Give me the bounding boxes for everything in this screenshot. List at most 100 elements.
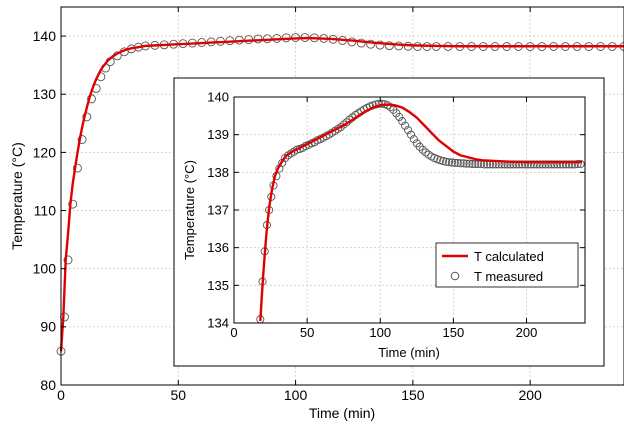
inset-measured-point — [398, 117, 407, 126]
inset-measured-point — [386, 103, 395, 112]
main-measured-point — [82, 112, 92, 122]
inset-measured-point — [535, 160, 544, 169]
inset-axis-ticks: 0 50 100 150 200 134 135 136 137 138 139 140 — [207, 90, 585, 340]
inset-measured-point — [418, 145, 427, 154]
inset-measured-point — [462, 159, 471, 168]
inset-measured-point — [468, 159, 477, 169]
inset-measured-point — [556, 160, 565, 169]
inset-x-tick-label: 0 — [230, 325, 237, 340]
main-series — [56, 33, 624, 356]
main-y-tick-label: 120 — [33, 144, 57, 160]
inset-x-axis-label: Time (min) — [378, 345, 440, 360]
inset-y-tick-label: 140 — [207, 90, 229, 105]
inset-y-tick-label: 139 — [207, 127, 229, 142]
inset-measured-point — [447, 158, 456, 167]
inset-measured-point — [564, 160, 573, 169]
inset-panel — [173, 77, 605, 367]
inset-measured-point — [281, 153, 290, 163]
main-x-tick-label: 150 — [401, 387, 425, 403]
main-calculated-line — [59, 36, 624, 352]
inset-measured-point — [550, 160, 559, 169]
inset-measured-point — [465, 159, 474, 168]
legend-label-calculated: T calculated — [474, 249, 544, 264]
inset-measured-point — [421, 148, 430, 157]
inset-measured-point — [403, 126, 413, 135]
inset-measured-point — [459, 159, 468, 168]
inset-measured-point — [471, 159, 480, 169]
inset-x-tick-label: 100 — [369, 325, 391, 340]
legend: T calculated T measured — [435, 242, 579, 288]
inset-measured-point — [573, 159, 582, 169]
inset-y-tick-label: 137 — [207, 203, 229, 218]
inset-measured-point — [450, 158, 459, 167]
legend-marker-swatch — [450, 271, 460, 281]
inset-x-tick-label: 150 — [443, 325, 465, 340]
main-axis-ticks: 0 50 100 150 200 80 90 100 110 120 130 140 — [33, 7, 542, 403]
main-y-tick-label: 130 — [33, 86, 57, 102]
inset-x-tick-label: 50 — [300, 325, 314, 340]
inset-measured-point — [523, 160, 533, 169]
inset-measured-point — [576, 159, 585, 169]
main-x-tick-label: 0 — [57, 387, 65, 403]
main-measured-point — [68, 199, 78, 209]
inset-y-tick-label: 138 — [207, 165, 229, 180]
inset-measured-point — [444, 158, 454, 167]
main-y-axis-label: Temperature (°C) — [9, 142, 25, 250]
main-y-tick-label: 80 — [40, 377, 56, 393]
inset-measured-point — [436, 156, 445, 165]
main-y-tick-label: 100 — [33, 261, 57, 277]
inset-measured-point — [415, 142, 424, 151]
main-measured-point — [63, 255, 73, 265]
inset-y-tick-label: 136 — [207, 240, 229, 255]
inset-measured-point — [518, 160, 527, 169]
inset-measured-point — [292, 145, 301, 154]
inset-measured-point — [456, 159, 465, 168]
inset-measured-point — [409, 135, 418, 144]
inset-series — [256, 99, 585, 324]
inset-measured-point — [544, 160, 553, 169]
inset-measured-point — [547, 160, 556, 169]
inset-measured-point — [541, 160, 550, 169]
inset-measured-point — [538, 160, 547, 169]
main-x-axis-label: Time (min) — [309, 405, 375, 421]
inset-y-tick-label: 134 — [207, 316, 229, 331]
inset-measured-point — [442, 157, 451, 166]
inset-measured-point — [526, 160, 535, 169]
inset-measured-point — [374, 99, 383, 108]
main-measured-point — [375, 40, 385, 50]
inset-measured-point — [406, 130, 416, 139]
inset-measured-point — [401, 121, 410, 130]
inset-y-axis-label: Temperature (°C) — [182, 160, 197, 260]
inset-measured-point — [561, 160, 571, 169]
inset-measured-point — [395, 112, 404, 122]
inset-measured-point — [336, 123, 345, 132]
inset-measured-point — [553, 160, 562, 169]
main-measured-point — [356, 38, 366, 48]
main-measured-point — [366, 39, 376, 49]
main-measured-point — [77, 135, 87, 145]
main-x-tick-label: 50 — [171, 387, 187, 403]
inset-measured-point — [453, 158, 462, 167]
main-y-tick-label: 90 — [40, 319, 56, 335]
inset-measured-point — [439, 156, 448, 166]
inset-calculated-line — [259, 103, 583, 322]
inset-measured-point — [520, 160, 530, 169]
main-y-tick-label: 110 — [34, 202, 57, 218]
inset-y-tick-label: 135 — [207, 278, 229, 293]
main-y-tick-label: 140 — [33, 28, 57, 44]
inset-measured-point — [567, 160, 576, 169]
inset-x-tick-label: 200 — [516, 325, 538, 340]
main-x-tick-label: 200 — [518, 387, 542, 403]
inset-measured-point — [529, 160, 538, 169]
legend-label-measured: T measured — [474, 269, 543, 284]
main-measured-point — [72, 163, 82, 173]
inset-measured-point — [559, 160, 568, 169]
inset-measured-point — [339, 120, 348, 129]
inset-measured-point — [570, 160, 579, 169]
inset-measured-point — [532, 160, 541, 169]
main-x-tick-label: 100 — [284, 387, 308, 403]
legend-box — [435, 242, 579, 288]
main-plot-frame — [60, 6, 624, 386]
main-measured-point — [384, 41, 394, 51]
